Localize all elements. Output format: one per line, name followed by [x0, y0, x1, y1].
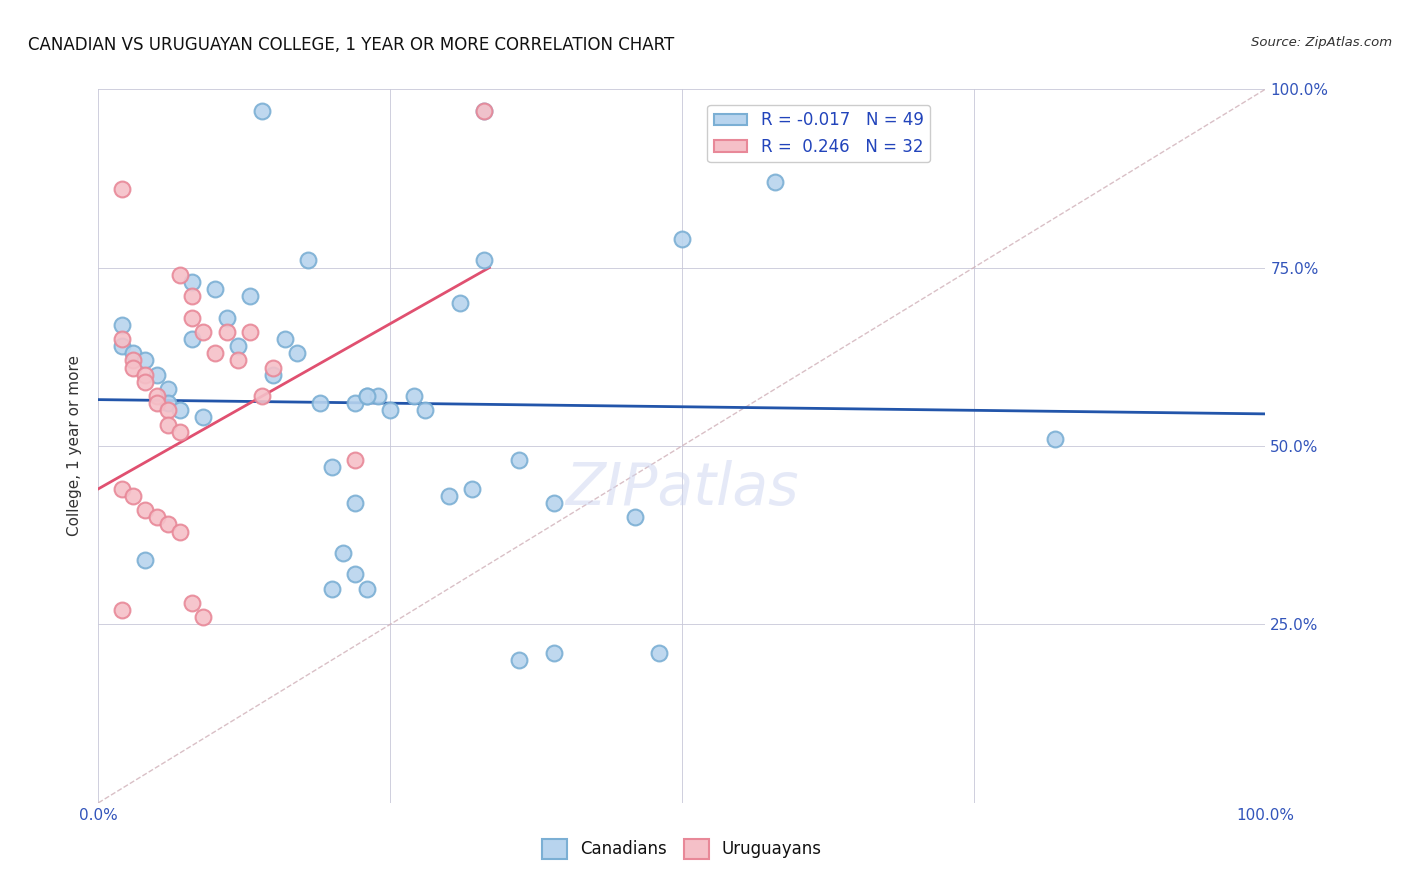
- Point: [356, 389, 378, 403]
- Point: [356, 389, 378, 403]
- Point: [146, 510, 169, 524]
- Point: [157, 417, 180, 432]
- Point: [157, 396, 180, 410]
- Point: [122, 353, 145, 368]
- Point: [193, 410, 215, 425]
- Point: [215, 310, 238, 325]
- Point: [134, 353, 156, 368]
- Point: [111, 339, 134, 353]
- Point: [344, 496, 367, 510]
- Point: [122, 489, 145, 503]
- Point: [380, 403, 402, 417]
- Point: [508, 453, 530, 467]
- Text: ZIPatlas: ZIPatlas: [565, 460, 799, 517]
- Point: [169, 268, 191, 282]
- Point: [321, 582, 343, 596]
- Point: [413, 403, 436, 417]
- Point: [437, 489, 460, 503]
- Point: [472, 103, 495, 118]
- Point: [111, 482, 134, 496]
- Point: [228, 339, 250, 353]
- Text: Source: ZipAtlas.com: Source: ZipAtlas.com: [1251, 36, 1392, 49]
- Point: [228, 353, 250, 368]
- Point: [122, 360, 145, 375]
- Text: CANADIAN VS URUGUAYAN COLLEGE, 1 YEAR OR MORE CORRELATION CHART: CANADIAN VS URUGUAYAN COLLEGE, 1 YEAR OR…: [28, 36, 675, 54]
- Point: [157, 403, 180, 417]
- Point: [274, 332, 297, 346]
- Point: [543, 646, 565, 660]
- Point: [111, 603, 134, 617]
- Point: [146, 396, 169, 410]
- Point: [449, 296, 471, 310]
- Legend: Canadians, Uruguayans: Canadians, Uruguayans: [536, 832, 828, 866]
- Point: [472, 103, 495, 118]
- Point: [134, 503, 156, 517]
- Point: [180, 275, 202, 289]
- Point: [204, 346, 226, 360]
- Point: [169, 524, 191, 539]
- Point: [344, 567, 367, 582]
- Point: [180, 596, 202, 610]
- Point: [157, 382, 180, 396]
- Point: [239, 325, 262, 339]
- Point: [461, 482, 484, 496]
- Point: [146, 389, 169, 403]
- Point: [624, 510, 647, 524]
- Point: [111, 318, 134, 332]
- Point: [508, 653, 530, 667]
- Point: [344, 453, 367, 467]
- Point: [146, 368, 169, 382]
- Y-axis label: College, 1 year or more: College, 1 year or more: [67, 356, 83, 536]
- Point: [262, 368, 284, 382]
- Point: [297, 253, 319, 268]
- Point: [344, 396, 367, 410]
- Point: [204, 282, 226, 296]
- Point: [180, 310, 202, 325]
- Point: [647, 646, 669, 660]
- Point: [193, 610, 215, 624]
- Point: [134, 375, 156, 389]
- Point: [111, 182, 134, 196]
- Point: [671, 232, 693, 246]
- Point: [367, 389, 389, 403]
- Point: [262, 360, 284, 375]
- Point: [1045, 432, 1067, 446]
- Point: [250, 389, 273, 403]
- Point: [356, 582, 378, 596]
- Point: [134, 553, 156, 567]
- Point: [321, 460, 343, 475]
- Point: [180, 289, 202, 303]
- Point: [239, 289, 262, 303]
- Point: [250, 103, 273, 118]
- Point: [285, 346, 308, 360]
- Point: [332, 546, 354, 560]
- Point: [472, 253, 495, 268]
- Point: [122, 346, 145, 360]
- Point: [193, 325, 215, 339]
- Point: [157, 517, 180, 532]
- Point: [402, 389, 425, 403]
- Point: [111, 332, 134, 346]
- Point: [180, 332, 202, 346]
- Point: [309, 396, 332, 410]
- Point: [169, 403, 191, 417]
- Point: [543, 496, 565, 510]
- Point: [134, 368, 156, 382]
- Point: [763, 175, 786, 189]
- Point: [169, 425, 191, 439]
- Point: [215, 325, 238, 339]
